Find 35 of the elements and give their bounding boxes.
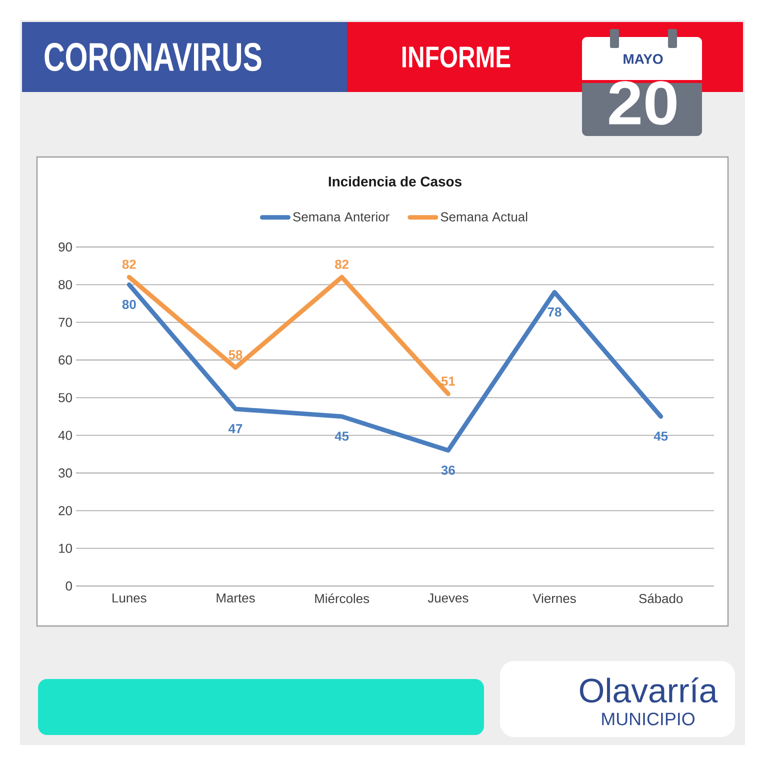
data-label: 45: [334, 432, 349, 441]
text: CORONAVIRUS: [44, 42, 262, 72]
data-label: 51: [441, 376, 456, 386]
y-tick-label: 70: [58, 318, 72, 327]
chart-title: Incidencia de Casos: [328, 176, 462, 187]
text: Olavarría: [580, 677, 718, 703]
x-tick-label: Miércoles: [315, 594, 370, 604]
y-tick-label: 20: [58, 506, 72, 516]
text: MAYO: [624, 54, 663, 64]
y-tick-label: 30: [58, 468, 72, 478]
data-label: 45: [654, 432, 668, 441]
y-tick-label: 60: [58, 355, 72, 365]
x-tick-label: Sábado: [639, 594, 683, 604]
legend-label: Semana Actual: [440, 212, 528, 222]
x-tick-label: Viernes: [532, 594, 576, 604]
data-label: 36: [441, 466, 455, 475]
data-label: 47: [228, 424, 242, 434]
data-label: 80: [122, 300, 136, 310]
x-tick-label: Lunes: [112, 594, 146, 603]
y-tick-label: 50: [58, 393, 72, 402]
text: INFORME: [402, 46, 510, 68]
text: MUNICIPIO: [602, 712, 694, 726]
x-tick-label: Jueves: [428, 594, 468, 603]
x-tick-label: Martes: [216, 594, 255, 603]
y-tick-label: 80: [58, 280, 72, 290]
data-label: 82: [122, 260, 136, 269]
y-tick-label: 10: [59, 544, 72, 553]
data-label: 78: [548, 307, 562, 317]
data-label: 58: [228, 350, 242, 360]
legend-label: Semana Anterior: [293, 212, 390, 222]
y-tick-label: 90: [58, 242, 72, 252]
y-tick-label: 40: [58, 430, 72, 440]
y-tick-label: 0: [66, 581, 72, 591]
data-label: 82: [335, 260, 349, 269]
text: 20: [609, 81, 676, 125]
